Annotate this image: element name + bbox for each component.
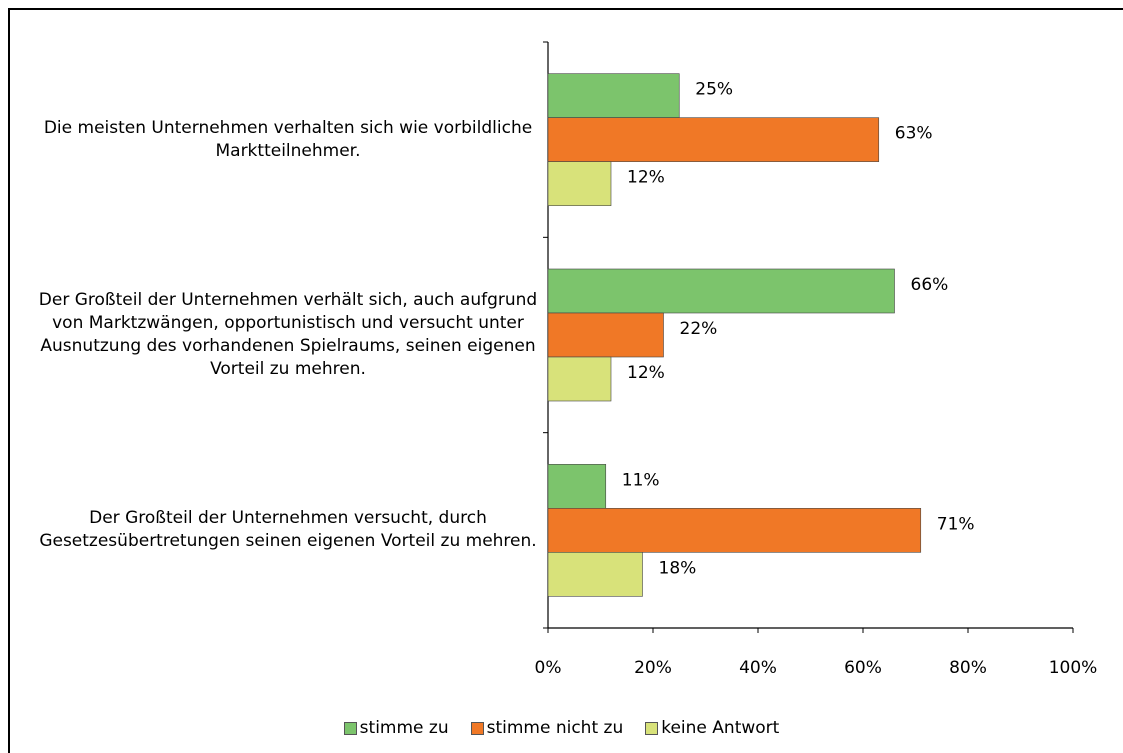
bar [547, 73, 680, 118]
frame [8, 8, 1123, 753]
x-tick-label: 0% [535, 658, 562, 678]
bar [547, 268, 895, 314]
bar [547, 117, 880, 162]
bar [547, 464, 607, 509]
x-tick-label: 40% [739, 658, 777, 678]
bar [547, 552, 643, 597]
legend: stimme zu stimme nicht zu keine Antwort [0, 718, 1123, 738]
value-label: 11% [622, 470, 660, 490]
legend-item: stimme zu [343, 718, 449, 738]
value-label: 66% [911, 275, 949, 295]
legend-item: stimme nicht zu [470, 718, 624, 738]
legend-swatch [343, 721, 357, 735]
value-label: 22% [680, 319, 718, 339]
x-tick-label: 20% [634, 658, 672, 678]
category-label: Die meisten Unternehmen verhalten sich w… [43, 117, 533, 161]
value-label: 18% [659, 558, 697, 578]
value-label: 25% [695, 80, 733, 100]
legend-label: stimme zu [359, 718, 449, 738]
legend-label: keine Antwort [661, 718, 780, 738]
bar [547, 161, 612, 206]
legend-swatch [470, 721, 484, 735]
bar [547, 508, 922, 553]
value-label: 63% [895, 124, 933, 144]
legend-item: keine Antwort [645, 718, 779, 738]
legend-label: stimme nicht zu [486, 718, 624, 738]
x-tick-label: 80% [949, 658, 987, 678]
x-tick-label: 100% [1049, 658, 1098, 678]
value-label: 71% [937, 514, 975, 534]
value-label: 12% [627, 363, 665, 383]
bar [547, 356, 612, 402]
category-label: Der Großteil der Unternehmen versucht, d… [39, 508, 537, 552]
category-label: Der Großteil der Unternehmen verhält sic… [38, 290, 538, 379]
x-tick-label: 60% [844, 658, 882, 678]
value-label: 12% [627, 168, 665, 188]
bar [547, 312, 664, 358]
legend-swatch [645, 721, 659, 735]
